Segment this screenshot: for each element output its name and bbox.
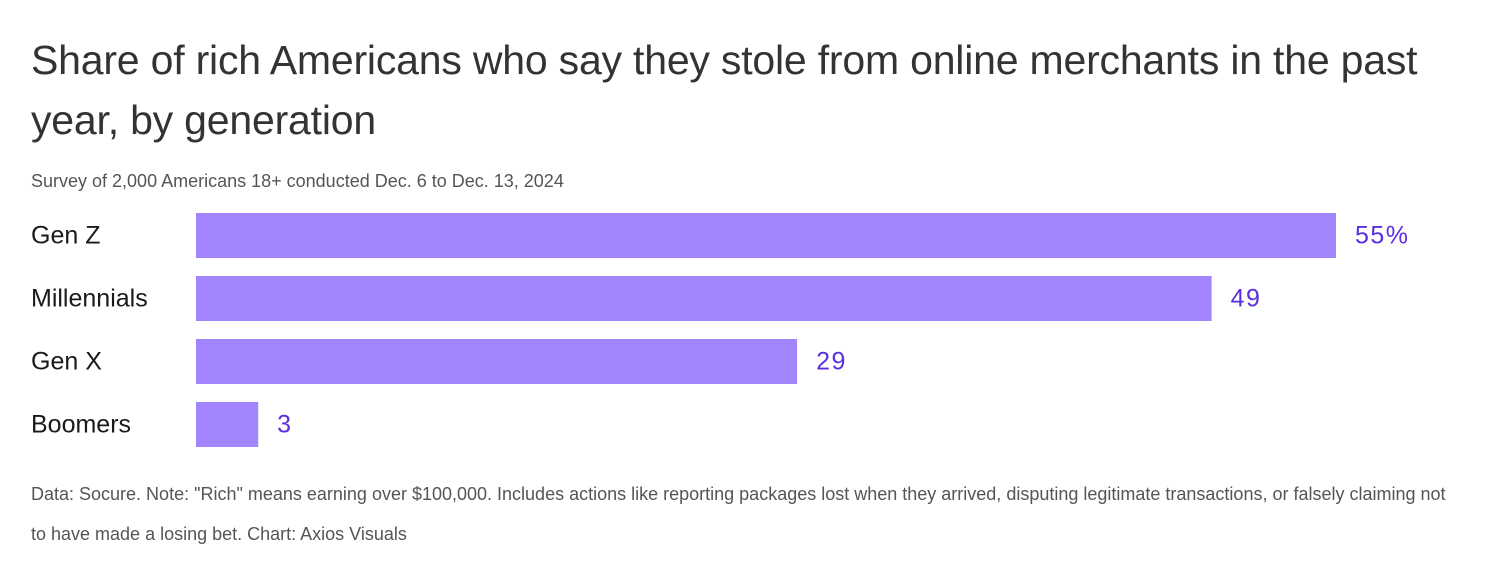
value-label: 29 bbox=[816, 348, 847, 376]
category-label: Millennials bbox=[31, 285, 148, 313]
category-label: Boomers bbox=[31, 411, 131, 439]
value-label: 55% bbox=[1355, 222, 1410, 250]
bar bbox=[196, 339, 798, 384]
chart-title: Share of rich Americans who say they sto… bbox=[31, 37, 1418, 143]
value-label: 49 bbox=[1231, 285, 1262, 313]
bar bbox=[196, 402, 259, 447]
value-label: 3 bbox=[277, 411, 292, 439]
category-label: Gen X bbox=[31, 348, 102, 376]
bar bbox=[196, 276, 1212, 321]
bar bbox=[196, 213, 1336, 258]
chart-footnote: Data: Socure. Note: "Rich" means earning… bbox=[31, 484, 1446, 544]
chart-subtitle: Survey of 2,000 Americans 18+ conducted … bbox=[31, 171, 564, 191]
bar-chart: Gen Z 55% Millennials 49 Gen X 29 Boomers 3 bbox=[31, 213, 1410, 447]
category-label: Gen Z bbox=[31, 222, 100, 250]
